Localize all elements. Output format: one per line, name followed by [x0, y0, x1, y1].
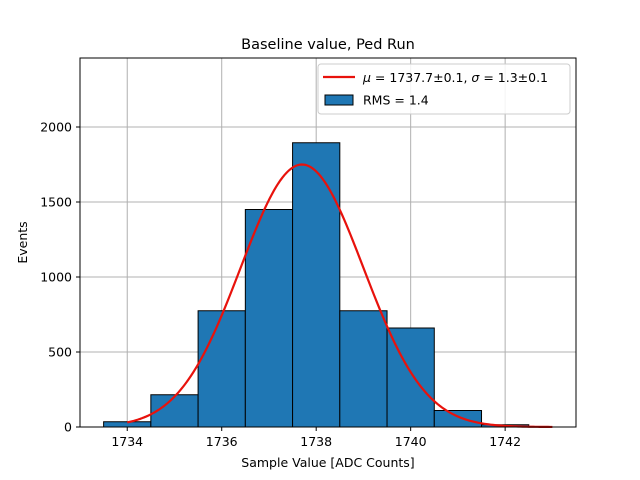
y-axis-label: Events — [15, 221, 30, 263]
histogram-bar-1738 — [292, 142, 341, 428]
histogram-bars — [103, 142, 530, 428]
y-tick-label: 0 — [64, 420, 72, 435]
x-tick-label: 1736 — [206, 434, 238, 449]
y-tick-label: 1500 — [40, 195, 72, 210]
y-tick-label: 1000 — [40, 270, 72, 285]
legend-box — [317, 63, 571, 115]
legend-fit-label: μ = 1737.7±0.1, σ = 1.3±0.1 — [362, 70, 548, 85]
x-tick-label: 1740 — [395, 434, 427, 449]
histogram-bar-1736 — [197, 310, 246, 428]
legend: μ = 1737.7±0.1, σ = 1.3±0.1 RMS = 1.4 — [317, 63, 571, 115]
gaussian-fit — [127, 163, 553, 429]
y-tick-label: 2000 — [40, 120, 72, 135]
chart-title: Baseline value, Ped Run — [241, 37, 415, 53]
histogram-bar-1739 — [339, 310, 388, 428]
x-tick-label: 1742 — [489, 434, 521, 449]
histogram-bar-1737 — [244, 209, 294, 428]
plot-frame — [79, 57, 577, 428]
x-tick-label: 1734 — [111, 434, 143, 449]
x-axis-label: Sample Value [ADC Counts] — [241, 455, 414, 470]
fit-curve-line — [127, 163, 553, 429]
histogram-bar-1734 — [103, 421, 152, 428]
y-tick-label: 500 — [48, 345, 72, 360]
legend-hist-swatch — [324, 94, 354, 106]
x-tick-label: 1738 — [300, 434, 332, 449]
histogram-bar-1741 — [433, 410, 483, 428]
x-axis-ticks: 1734 1736 1738 1740 1742 — [111, 427, 521, 449]
legend-hist-label: RMS = 1.4 — [363, 93, 429, 108]
y-axis-ticks: 0 500 1000 1500 2000 — [40, 120, 80, 435]
